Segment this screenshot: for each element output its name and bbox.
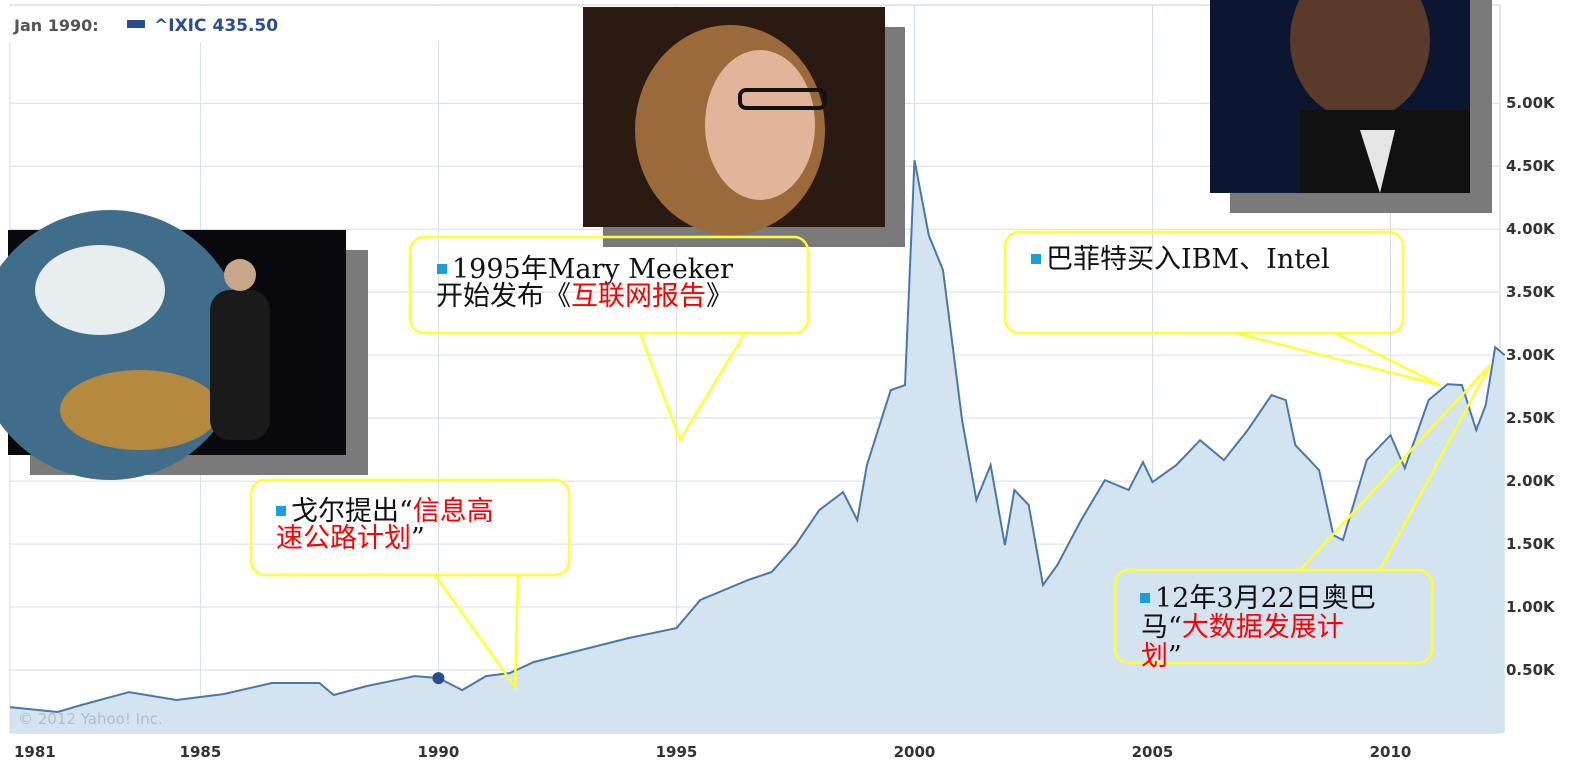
credit: © 2012 Yahoo! Inc. [18,710,163,728]
hover-date: Jan 1990: [13,16,99,35]
bullet [1031,254,1041,264]
x-tick-label: 2010 [1370,743,1412,761]
callout-text: 12年3月22日奥巴 [1155,583,1376,614]
bullet [1140,593,1150,603]
series-name: ^IXIC [154,16,206,36]
callout-segment: 大数据发展计 [1182,612,1344,643]
hover-point [432,672,444,684]
y-tick-label: 2.50K [1506,409,1556,427]
y-tick-label: 2.00K [1506,472,1556,490]
callout-text: 划” [1141,641,1182,672]
chart: 0.50K 1.00K 1.50K 2.00K 2.50K 3.00K 3.50K 4.00K… [0,0,1589,773]
x-tick-label: 1990 [418,743,460,761]
legend-swatch [127,20,145,28]
y-tick-label: 0.50K [1506,661,1556,679]
x-tick-label: 2000 [894,743,936,761]
callout-text: 马“大数据发展计 [1141,612,1344,643]
callout-text: 速公路计划” [276,523,425,554]
x-tick-label: 1995 [656,743,698,761]
callout-segment: 开始发布《 [436,281,571,312]
header: Jan 1990: ^IXIC 435.50 [4,6,564,42]
x-tick-label: 1981 [14,743,56,761]
y-tick-label: 1.50K [1506,535,1556,553]
callout-segment: ” [1168,641,1182,672]
photo-meeker [583,7,905,247]
callout-segment: 互联网报告 [571,281,706,312]
callout-segment: 马“ [1141,612,1182,643]
photo-obama [1210,0,1492,213]
callout-segment: 信息高 [413,496,494,527]
bullet [276,506,286,516]
bullet [437,264,447,274]
head [224,259,256,291]
callout-text: 巴菲特买入IBM、Intel [1046,244,1330,275]
callout-segment: ” [411,523,425,554]
y-tick-label: 3.50K [1506,283,1556,301]
y-tick-label: 4.50K [1506,157,1556,175]
legend-entry: ^IXIC 435.50 [154,16,278,36]
hover-value: 435.50 [212,16,278,36]
callout-text: 开始发布《互联网报告》 [436,281,733,312]
y-tick-label: 5.00K [1506,94,1556,112]
x-tick-label: 1985 [180,743,222,761]
callout-segment: 速公路计划 [276,523,411,554]
y-tick-label: 4.00K [1506,220,1556,238]
face [705,50,815,200]
callout-segment: 巴菲特买入IBM、Intel [1046,244,1330,275]
land [60,370,220,450]
callout-segment: 》 [706,281,733,312]
callout-segment: 12年3月22日奥巴 [1155,583,1376,614]
x-tick-label: 2005 [1132,743,1174,761]
callout-segment: 划 [1141,641,1168,672]
y-tick-label: 1.00K [1506,598,1556,616]
y-tick-label: 3.00K [1506,346,1556,364]
photo-gore [0,210,368,480]
person [210,290,270,440]
ice [35,245,165,335]
